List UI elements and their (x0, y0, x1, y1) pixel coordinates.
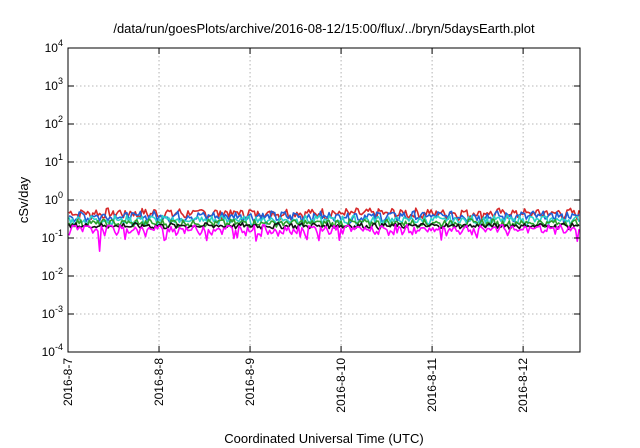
y-tick-label: 10-2 (42, 266, 63, 283)
x-axis-label: Coordinated Universal Time (UTC) (224, 431, 423, 446)
y-axis: 10-4 10-3 10-2 10-1 100 101 102 103 104 (42, 38, 580, 359)
series-group (68, 207, 580, 252)
y-tick-label: 10-3 (42, 304, 63, 321)
y-tick-label: 10-4 (42, 342, 63, 359)
y-axis-label: cSv/day (16, 176, 31, 223)
x-tick-label: 2016-8-9 (243, 358, 257, 406)
x-tick-label: 2016-8-7 (61, 358, 75, 406)
series-line (68, 218, 580, 230)
y-tick-label: 102 (45, 114, 63, 131)
x-tick-label: 2016-8-12 (516, 358, 530, 413)
x-axis: 2016-8-7 2016-8-8 2016-8-9 2016-8-10 2016-8-… (61, 48, 530, 413)
x-tick-label: 2016-8-8 (152, 358, 166, 406)
chart-title: /data/run/goesPlots/archive/2016-08-12/1… (113, 21, 535, 36)
x-tick-label: 2016-8-10 (334, 358, 348, 413)
series-line (68, 214, 580, 227)
y-tick-label: 104 (45, 38, 63, 55)
y-tick-label: 101 (45, 152, 63, 169)
y-tick-label: 100 (45, 190, 63, 207)
y-tick-label: 10-1 (42, 228, 63, 245)
x-tick-label: 2016-8-11 (425, 358, 439, 412)
y-tick-label: 103 (45, 76, 63, 93)
series-line (68, 223, 580, 252)
grid (67, 48, 580, 352)
